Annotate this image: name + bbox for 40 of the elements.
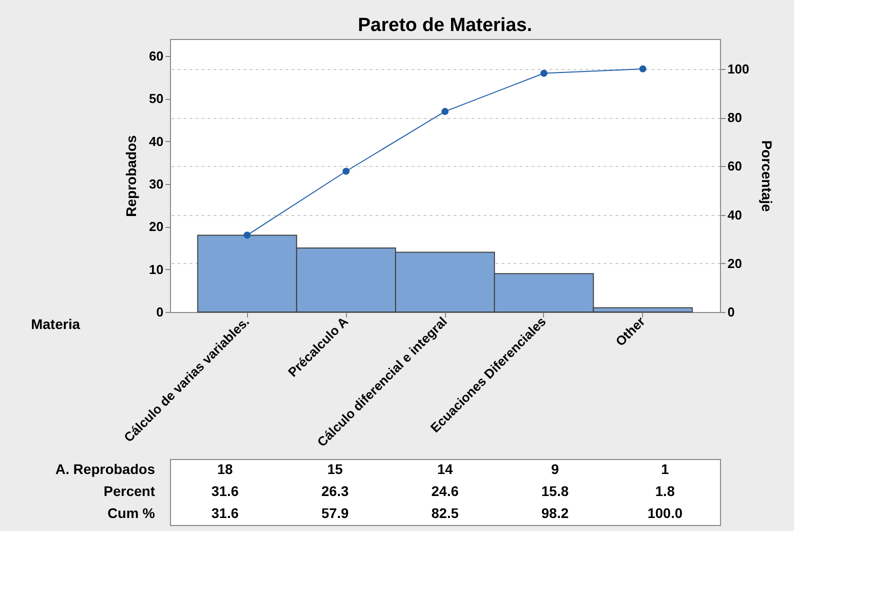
text: 15.8 xyxy=(541,483,569,499)
text: 26.3 xyxy=(321,483,349,499)
y2-tick-label: 80 xyxy=(728,110,742,126)
y-tick-label: 60 xyxy=(149,48,164,64)
point xyxy=(342,168,350,175)
text: 24.6 xyxy=(431,483,459,499)
y-tick-label: 10 xyxy=(149,262,164,277)
data-label: 31.6 xyxy=(211,505,239,521)
data-label: 14 xyxy=(437,461,453,477)
y-tick-label: 0 xyxy=(156,304,164,320)
data-label: 18 xyxy=(217,461,233,477)
y-tick-label: 40 xyxy=(149,134,164,149)
data-label: 1 xyxy=(661,461,670,477)
text: 1.8 xyxy=(655,483,675,499)
y-tick-label: 30 xyxy=(149,176,164,192)
y-tick-label: 50 xyxy=(149,91,164,106)
y2-tick-label: 40 xyxy=(728,207,742,222)
y2-tick-label: 60 xyxy=(728,158,742,174)
y2-tick-label: 0 xyxy=(728,304,735,320)
y-tick-label: 20 xyxy=(149,219,164,234)
y2-tick-label: 20 xyxy=(728,256,742,271)
text: A. Reprobados xyxy=(55,461,156,477)
data-label: 100.0 xyxy=(647,505,683,521)
text: 31.6 xyxy=(211,483,239,499)
data-label: 15 xyxy=(327,461,343,477)
y2-tick-label: 100 xyxy=(728,61,750,76)
point xyxy=(540,70,548,77)
text: Cum % xyxy=(108,505,156,521)
data-label: 57.9 xyxy=(321,505,349,521)
y-axis-title: Reprobados xyxy=(123,134,140,217)
data-label: 98.2 xyxy=(541,505,569,521)
text: Percent xyxy=(104,483,156,499)
x-axis-title: Materia xyxy=(30,316,80,332)
data-label: 82.5 xyxy=(431,505,459,521)
chart-title: Pareto de Materias. xyxy=(358,15,532,36)
point xyxy=(441,108,449,115)
point xyxy=(639,65,646,72)
y2-axis-title: Porcentaje xyxy=(759,140,776,212)
data-label: 9 xyxy=(551,461,560,477)
point xyxy=(244,232,251,239)
